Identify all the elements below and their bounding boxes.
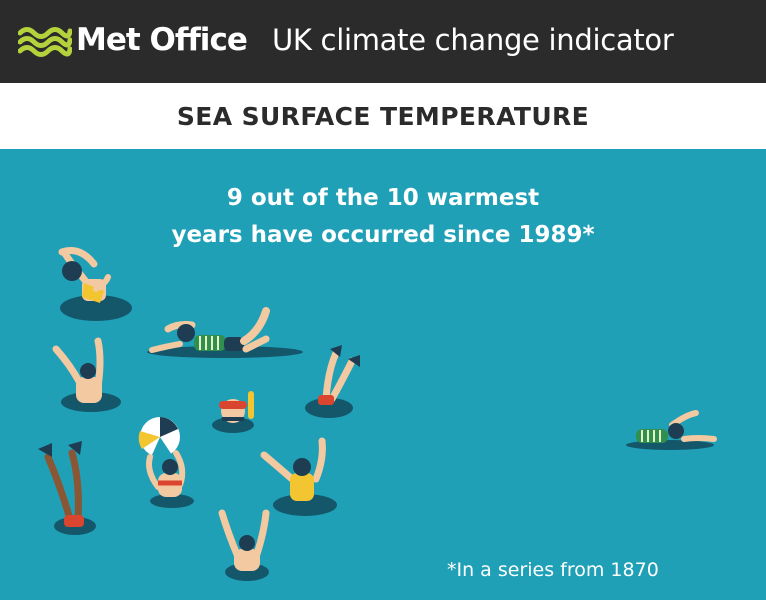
- headline-line-1: 9 out of the 10 warmest: [226, 185, 540, 211]
- swimmer-figure: [260, 437, 326, 501]
- headline: 9 out of the 10 warmest years have occur…: [0, 180, 766, 254]
- swimmer-figure: [38, 441, 84, 527]
- page-title: SEA SURFACE TEMPERATURE: [176, 101, 590, 131]
- swimmer-figure: [218, 509, 270, 571]
- swimmer-figure: [636, 410, 717, 443]
- headline-line-2: years have occurred since 1989*: [171, 222, 595, 248]
- swimmer-figure: [58, 247, 111, 303]
- water-ring: [147, 346, 303, 358]
- swimmer-figure: [219, 391, 254, 423]
- swimmers-illustration: [38, 247, 717, 581]
- brand-name: Met Office: [76, 22, 248, 58]
- water-ring: [150, 494, 194, 508]
- water-ring: [273, 494, 337, 516]
- water-ring: [60, 295, 132, 321]
- header-bar: Met Office UK climate change indicator: [0, 0, 766, 83]
- swimmer-figure: [52, 337, 104, 403]
- swimmer-figure: [318, 345, 360, 405]
- header-subtitle: UK climate change indicator: [272, 23, 674, 57]
- swimmer-figure: [149, 307, 270, 353]
- footnote: *In a series from 1870: [447, 559, 659, 581]
- sea-background: [0, 149, 766, 600]
- swimmer-figure: [138, 417, 186, 497]
- title-band: SEA SURFACE TEMPERATURE: [0, 83, 766, 149]
- water-ring: [305, 398, 353, 418]
- met-office-wave-logo-icon: [18, 27, 72, 57]
